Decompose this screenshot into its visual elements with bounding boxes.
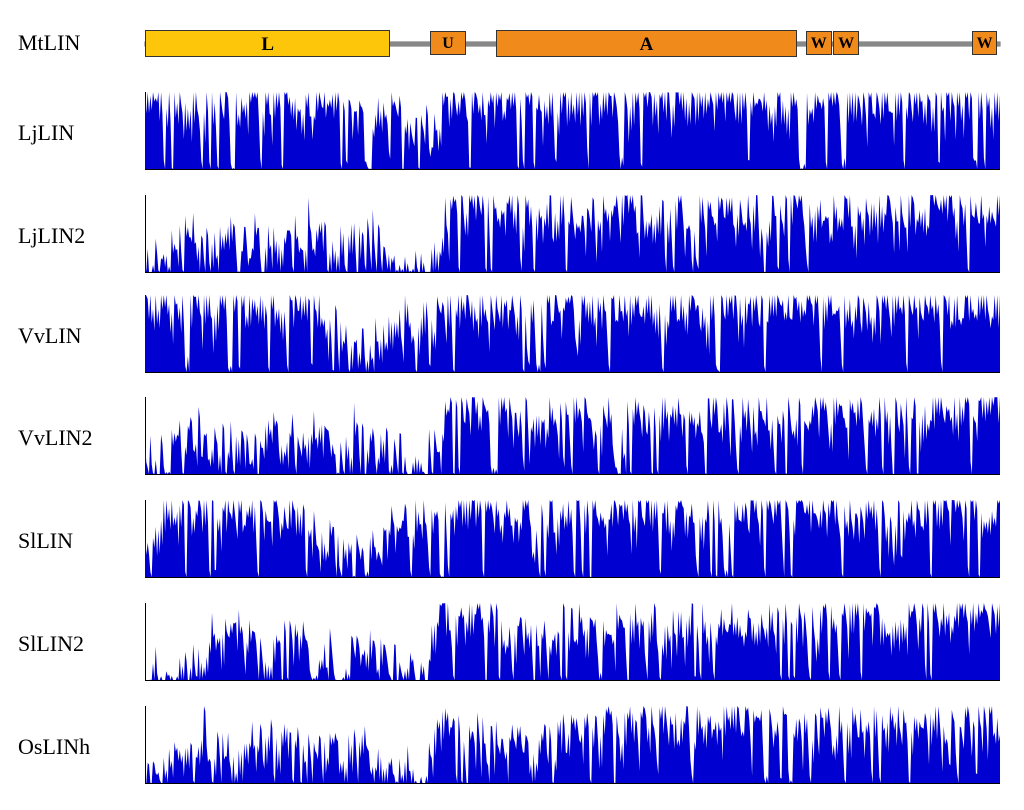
- domain-box-W: W: [833, 31, 859, 55]
- track-label: LjLIN: [18, 120, 74, 146]
- similarity-plot: [145, 195, 1000, 273]
- track-label: SlLIN: [18, 528, 73, 554]
- track-row-LjLIN: LjLIN: [0, 92, 1024, 170]
- similarity-area: [145, 603, 1000, 680]
- domain-box-label: W: [838, 35, 854, 52]
- domain-track-label: MtLIN: [18, 30, 80, 56]
- similarity-area: [145, 397, 1000, 474]
- track-row-VvLIN2: VvLIN2: [0, 397, 1024, 475]
- domain-track: LUAWWW: [145, 28, 1000, 63]
- domain-box-label: W: [977, 35, 993, 52]
- domain-box-label: L: [261, 34, 274, 55]
- track-row-SlLIN: SlLIN: [0, 500, 1024, 578]
- similarity-area: [145, 500, 1000, 577]
- track-row-SlLIN2: SlLIN2: [0, 603, 1024, 681]
- domain-box-A: A: [496, 30, 798, 57]
- track-row-LjLIN2: LjLIN2: [0, 195, 1024, 273]
- similarity-area: [145, 295, 1000, 372]
- domain-row: MtLINLUAWWW: [0, 28, 1024, 63]
- similarity-plot: [145, 92, 1000, 170]
- similarity-plot: [145, 397, 1000, 475]
- track-label: VvLIN2: [18, 425, 93, 451]
- domain-box-W: W: [806, 31, 832, 55]
- similarity-area: [145, 195, 1000, 272]
- similarity-plot: [145, 603, 1000, 681]
- track-label: VvLIN: [18, 323, 82, 349]
- domain-box-L: L: [145, 30, 390, 57]
- domain-box-U: U: [430, 31, 467, 55]
- similarity-area: [145, 706, 1000, 783]
- domain-box-W: W: [972, 31, 998, 55]
- similarity-plot: [145, 500, 1000, 578]
- track-row-OsLINh: OsLINh: [0, 706, 1024, 784]
- domain-box-label: U: [442, 35, 454, 52]
- similarity-plot: [145, 706, 1000, 784]
- track-label: LjLIN2: [18, 223, 85, 249]
- track-label: SlLIN2: [18, 631, 84, 657]
- track-row-VvLIN: VvLIN: [0, 295, 1024, 373]
- track-label: OsLINh: [18, 734, 90, 760]
- similarity-plot: [145, 295, 1000, 373]
- similarity-area: [145, 92, 1000, 169]
- domain-box-label: W: [811, 35, 827, 52]
- domain-box-label: A: [640, 34, 654, 55]
